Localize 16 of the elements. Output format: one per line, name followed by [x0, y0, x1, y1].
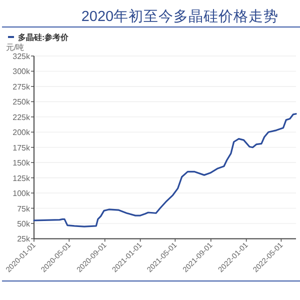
y-axis-title: 元/吨: [6, 43, 24, 52]
y-tick-label: 150k: [12, 158, 31, 168]
y-tick-label: 100k: [12, 189, 31, 198]
y-tick-label: 125k: [12, 174, 31, 183]
y-tick-label: 50k: [17, 219, 31, 228]
y-tick-label: 250k: [12, 98, 31, 107]
y-tick-label: 25k: [17, 234, 31, 244]
y-tick-label: 200k: [12, 128, 31, 138]
y-tick-label: 175k: [12, 143, 31, 152]
y-tick-label: 275k: [12, 82, 31, 92]
y-tick-label: 300k: [12, 67, 31, 76]
y-tick-label: 325k: [12, 52, 31, 61]
y-tick-label: 75k: [17, 204, 31, 214]
y-tick-label: 225k: [12, 112, 31, 122]
legend-label: 多晶硅:参考价: [18, 33, 70, 42]
chart-title: 2020年初至今多晶硅价格走势: [81, 8, 279, 25]
